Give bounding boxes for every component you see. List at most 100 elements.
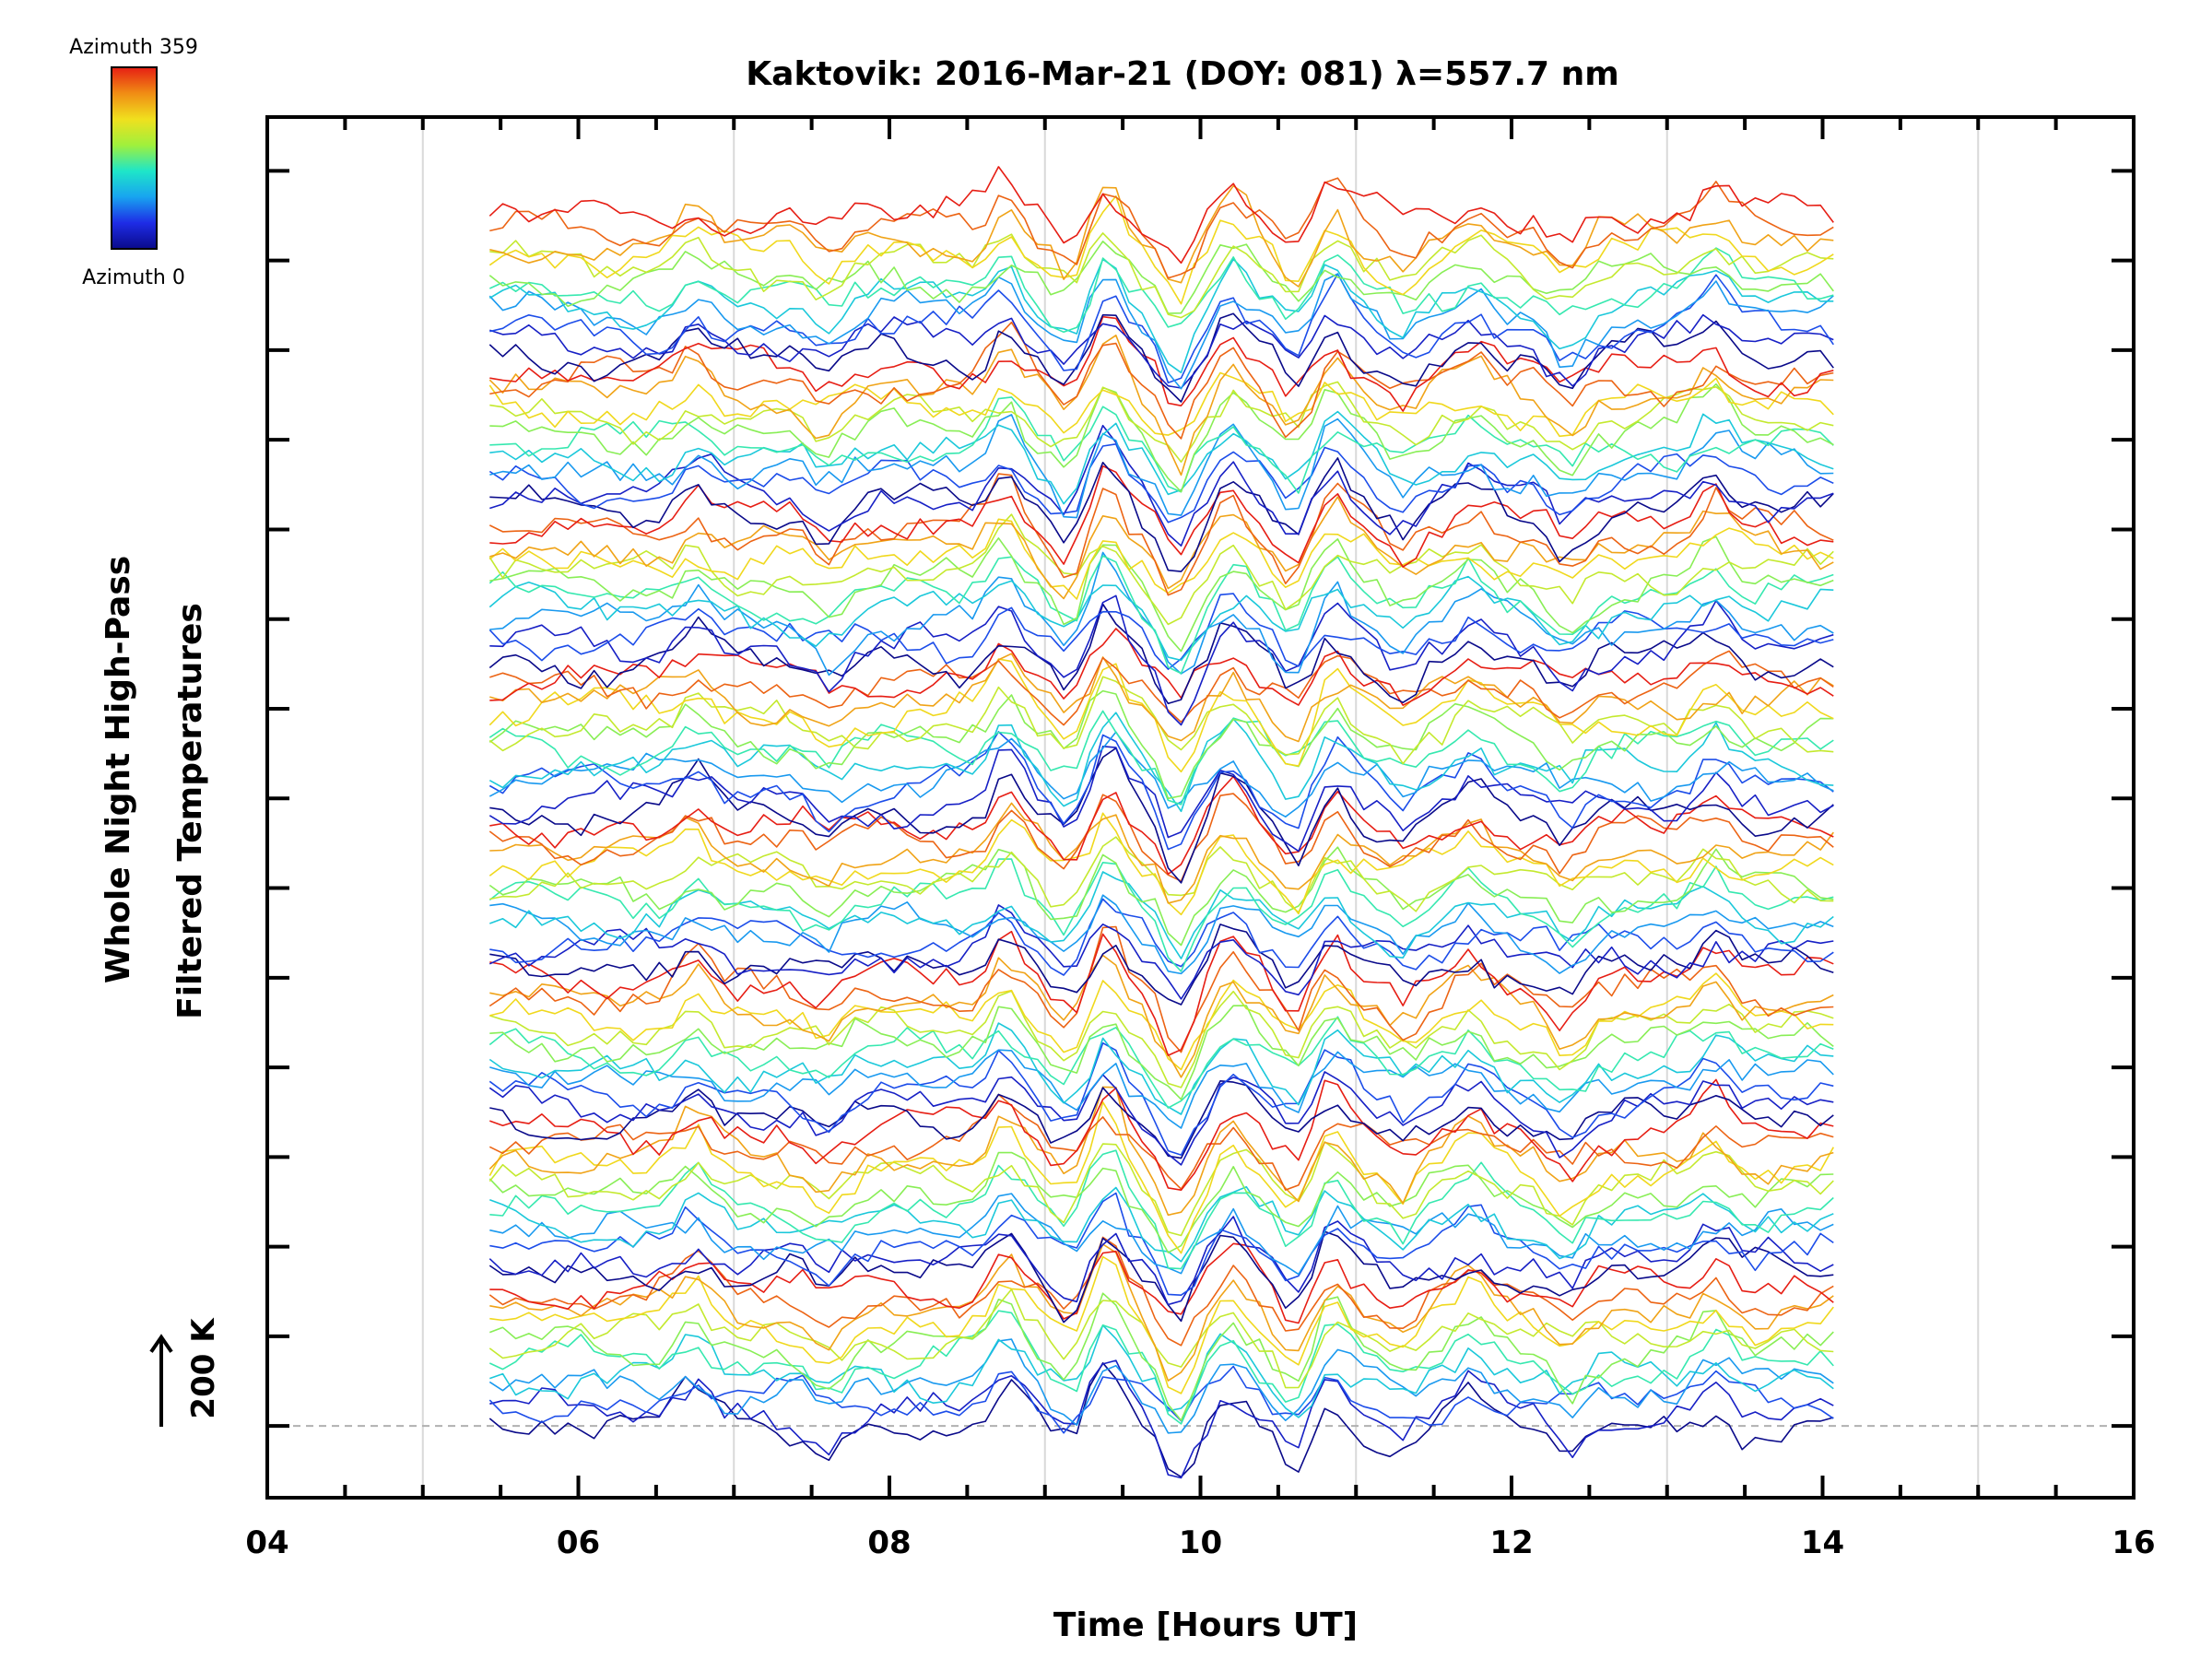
- colorbar-label-bottom: Azimuth 0: [82, 266, 185, 289]
- series-line-56: [488, 658, 1834, 773]
- scale-bar-label: 200 K: [185, 1317, 222, 1419]
- series-group: [488, 166, 1834, 1479]
- series-line-66: [489, 535, 1834, 653]
- series-line-20: [488, 1101, 1834, 1254]
- colorbar: Azimuth 359 Azimuth 0: [69, 36, 198, 289]
- series-line-47: [489, 775, 1834, 876]
- x-tick-label: 06: [557, 1524, 600, 1561]
- series-line-94: [489, 177, 1834, 279]
- series-line-35: [489, 930, 1834, 1056]
- series-line-42: [488, 846, 1834, 947]
- series-line-64: [488, 575, 1834, 662]
- series-line-70: [488, 473, 1834, 596]
- series-line-5: [488, 1310, 1834, 1425]
- series-line-59: [489, 628, 1834, 707]
- series-line-27: [489, 1049, 1834, 1129]
- series-line-80: [488, 371, 1834, 438]
- series-line-12: [488, 1230, 1834, 1324]
- series-line-22: [488, 1093, 1834, 1191]
- series-line-6: [489, 1292, 1834, 1421]
- series-line-34: [488, 925, 1834, 1053]
- x-tick-label: 10: [1179, 1524, 1222, 1561]
- series-line-92: [488, 194, 1834, 305]
- series-line-89: [488, 247, 1834, 334]
- series-line-72: [489, 457, 1834, 572]
- series-line-19: [488, 1141, 1834, 1237]
- series-line-25: [488, 1071, 1834, 1166]
- x-axis-ticks: [265, 117, 2136, 1498]
- series-line-15: [489, 1193, 1834, 1276]
- series-line-37: [488, 904, 1834, 1000]
- x-tick-label: 14: [1801, 1524, 1844, 1561]
- x-axis-label: Time [Hours UT]: [1053, 1606, 1358, 1644]
- series-line-91: [489, 232, 1834, 319]
- series-line-73: [489, 424, 1834, 547]
- series-line-61: [489, 594, 1834, 726]
- series-line-63: [489, 551, 1834, 677]
- series-line-16: [489, 1185, 1834, 1263]
- series-line-81: [488, 334, 1834, 477]
- series-line-14: [489, 1192, 1834, 1296]
- series-line-17: [489, 1149, 1834, 1270]
- series-line-26: [488, 1041, 1834, 1156]
- series-line-1: [489, 1359, 1834, 1479]
- series-line-7: [488, 1288, 1834, 1389]
- y-axis-ticks: [267, 169, 2134, 1429]
- series-line-50: [488, 731, 1834, 851]
- series-line-13: [488, 1216, 1834, 1306]
- series-line-45: [489, 802, 1834, 904]
- series-line-30: [489, 1005, 1834, 1100]
- series-line-32: [489, 972, 1834, 1071]
- series-line-69: [489, 496, 1834, 600]
- series-line-48: [489, 747, 1834, 884]
- x-tick-label: 04: [245, 1524, 288, 1561]
- chart-title: Kaktovik: 2016-Mar-21 (DOY: 081) λ=557.7…: [746, 55, 1618, 93]
- colorbar-label-top: Azimuth 359: [69, 36, 198, 59]
- series-line-54: [488, 689, 1834, 800]
- series-line-58: [489, 650, 1834, 726]
- series-line-11: [489, 1242, 1834, 1324]
- series-line-18: [488, 1151, 1834, 1253]
- series-line-3: [488, 1338, 1834, 1434]
- series-line-67: [488, 513, 1834, 626]
- series-line-68: [488, 518, 1834, 600]
- y-axis-label-line2: Filtered Temperatures: [171, 603, 209, 1019]
- series-line-53: [488, 710, 1834, 806]
- series-line-84: [488, 312, 1834, 403]
- series-line-29: [488, 1016, 1834, 1109]
- series-line-44: [488, 812, 1834, 916]
- series-line-36: [489, 924, 1834, 1006]
- series-line-8: [489, 1255, 1834, 1394]
- x-tick-label: 16: [2112, 1524, 2155, 1561]
- series-line-88: [488, 258, 1834, 374]
- series-line-28: [488, 1022, 1834, 1115]
- series-line-33: [489, 954, 1834, 1078]
- series-line-51: [488, 731, 1834, 818]
- series-line-75: [489, 414, 1834, 519]
- series-line-87: [488, 273, 1834, 390]
- series-line-95: [488, 166, 1834, 265]
- series-line-82: [489, 321, 1834, 440]
- series-line-62: [488, 593, 1834, 670]
- series-line-85: [489, 313, 1834, 389]
- series-line-9: [489, 1243, 1834, 1382]
- series-line-39: [489, 894, 1834, 975]
- series-line-79: [489, 381, 1834, 464]
- series-line-74: [488, 442, 1834, 524]
- scale-bar-arrow-head-icon: [149, 1334, 173, 1353]
- series-line-76: [489, 410, 1834, 505]
- series-line-23: [489, 1078, 1834, 1191]
- scale-bar: 200 K: [149, 1317, 222, 1427]
- x-tick-label: 08: [867, 1524, 911, 1561]
- y-axis-label-line1: Whole Night High-Pass: [100, 556, 137, 983]
- colorbar-gradient: [111, 66, 158, 250]
- series-line-86: [489, 273, 1834, 384]
- series-line-38: [489, 898, 1834, 976]
- series-line-78: [489, 382, 1834, 493]
- series-line-83: [489, 315, 1834, 412]
- x-tick-label: 12: [1489, 1524, 1533, 1561]
- x-axis-tick-labels: 04 06 08 10 12 14 16: [245, 1524, 2155, 1561]
- series-line-21: [488, 1086, 1834, 1217]
